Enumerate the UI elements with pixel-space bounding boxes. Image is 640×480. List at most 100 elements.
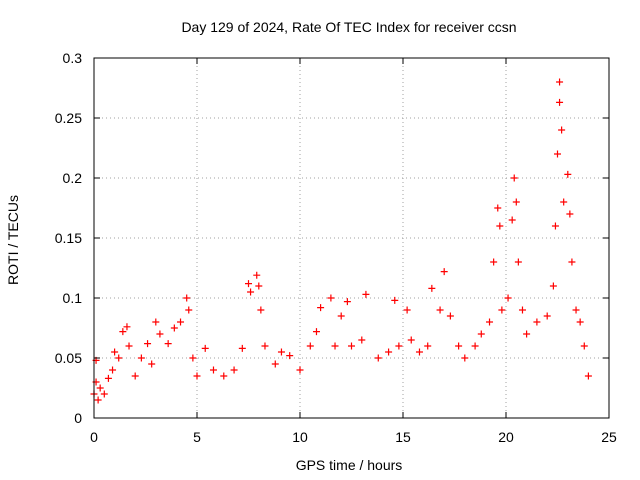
- data-point: [407, 336, 415, 344]
- tick-labels: 0 5 10 15 20 25 0 0.05 0.1 0.15 0.2 0.25 0.3: [55, 50, 617, 445]
- data-point: [580, 342, 588, 350]
- plot-frame: [93, 57, 610, 419]
- data-point: [554, 150, 561, 158]
- y-axis-label: ROTI / TECUs: [5, 195, 21, 285]
- data-point: [327, 294, 335, 302]
- data-point: [109, 366, 117, 374]
- data-point: [558, 126, 566, 134]
- x-tick-label: 10: [292, 429, 308, 445]
- data-point: [556, 98, 564, 106]
- y-tick-label: 0.25: [55, 110, 82, 126]
- data-point: [164, 340, 172, 348]
- data-point: [504, 294, 512, 302]
- chart-title: Day 129 of 2024, Rate Of TEC Index for r…: [181, 19, 516, 35]
- y-tick-label: 0.1: [63, 290, 83, 306]
- data-point: [255, 282, 263, 290]
- grid-lines: [94, 58, 609, 418]
- data-point: [486, 318, 494, 326]
- data-point: [518, 306, 526, 314]
- data-point: [551, 222, 559, 230]
- data-point: [508, 216, 516, 224]
- data-point: [100, 390, 108, 398]
- data-point: [584, 372, 592, 380]
- data-point: [403, 306, 411, 314]
- data-point: [170, 324, 178, 332]
- data-point: [514, 258, 522, 266]
- data-point: [183, 294, 191, 302]
- data-point: [494, 204, 502, 212]
- data-point: [261, 342, 269, 350]
- data-point: [271, 360, 279, 368]
- data-point: [576, 318, 584, 326]
- data-point: [510, 174, 518, 182]
- x-tick-label: 15: [395, 429, 411, 445]
- data-point: [137, 354, 145, 362]
- y-tick-label: 0.3: [63, 50, 83, 66]
- data-point: [247, 288, 255, 296]
- data-point: [123, 323, 131, 331]
- data-point: [523, 330, 531, 338]
- data-point: [245, 280, 252, 288]
- data-point: [312, 328, 320, 336]
- data-point: [533, 318, 541, 326]
- data-point: [374, 354, 382, 362]
- data-point: [440, 268, 448, 276]
- data-point: [424, 342, 432, 350]
- data-point: [277, 348, 285, 356]
- data-point: [362, 290, 370, 298]
- data-point: [564, 170, 572, 178]
- data-point: [148, 360, 156, 368]
- x-axis-label: GPS time / hours: [296, 457, 403, 473]
- data-point: [104, 374, 112, 382]
- data-point: [96, 384, 104, 392]
- data-point: [238, 344, 246, 352]
- y-tick-label: 0.15: [55, 230, 82, 246]
- data-point: [230, 366, 238, 374]
- data-point: [543, 312, 551, 320]
- data-point: [549, 282, 557, 290]
- data-point: [119, 328, 127, 336]
- data-point: [317, 304, 325, 312]
- data-point: [253, 271, 261, 279]
- data-point: [193, 372, 201, 380]
- data-point: [391, 296, 399, 304]
- data-point: [209, 366, 217, 374]
- y-tick-label: 0.2: [63, 170, 83, 186]
- data-point: [490, 258, 498, 266]
- y-tick-label: 0: [74, 410, 82, 426]
- data-point: [152, 318, 160, 326]
- x-tick-label: 5: [193, 429, 201, 445]
- data-point: [201, 344, 209, 352]
- x-tick-label: 25: [601, 429, 617, 445]
- data-point: [189, 354, 197, 362]
- data-point: [436, 306, 444, 314]
- data-points: [90, 78, 592, 404]
- x-tick-label: 20: [498, 429, 514, 445]
- data-point: [461, 354, 469, 362]
- data-point: [568, 258, 576, 266]
- data-point: [395, 342, 403, 350]
- data-point: [446, 312, 454, 320]
- data-point: [477, 330, 485, 338]
- data-point: [286, 352, 294, 360]
- data-point: [306, 342, 314, 350]
- data-point: [455, 342, 463, 350]
- data-point: [177, 318, 185, 326]
- data-point: [94, 396, 102, 404]
- axis-ticks: [93, 57, 610, 419]
- data-point: [385, 348, 393, 356]
- data-point: [428, 284, 436, 292]
- data-point: [498, 306, 506, 314]
- data-point: [331, 342, 339, 350]
- data-point: [348, 342, 355, 350]
- data-point: [185, 306, 193, 314]
- data-point: [156, 330, 164, 338]
- data-point: [358, 336, 366, 344]
- data-point: [125, 342, 133, 350]
- data-point: [257, 306, 265, 314]
- data-point: [144, 340, 152, 348]
- data-point: [572, 306, 580, 314]
- data-point: [115, 354, 123, 362]
- data-point: [556, 78, 564, 86]
